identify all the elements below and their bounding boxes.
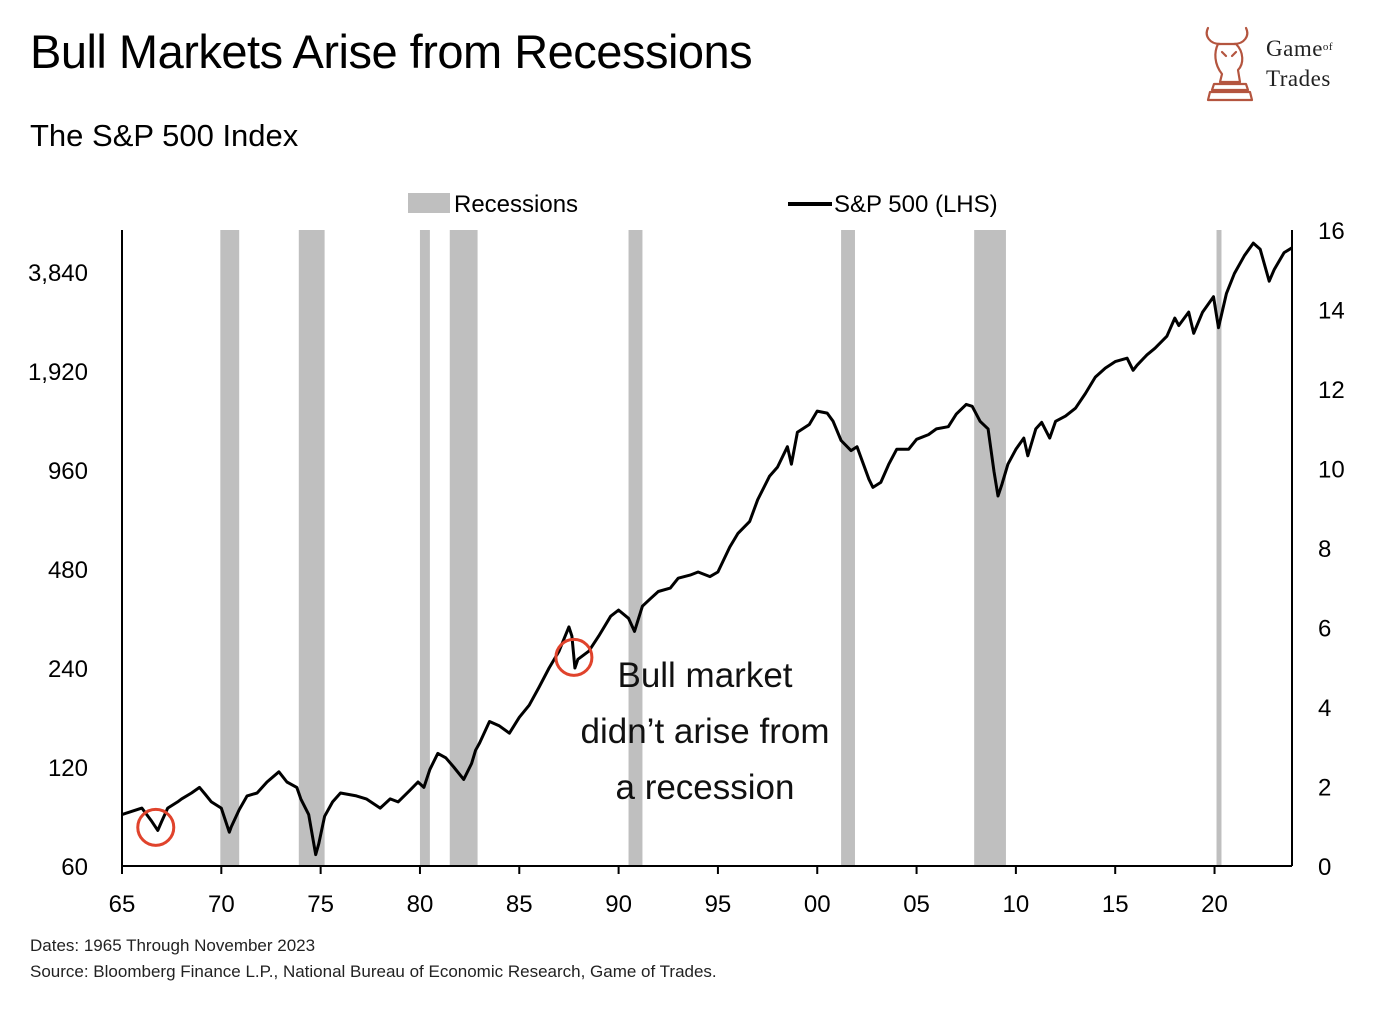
right-tick-label: 14: [1318, 298, 1345, 325]
x-tick-label: 05: [903, 891, 930, 918]
right-tick-label: 0: [1318, 854, 1331, 881]
recession-band: [419, 230, 430, 866]
right-tick-label: 10: [1318, 457, 1345, 484]
x-tick-label: 00: [804, 891, 831, 918]
series-line-sp500: [121, 241, 1293, 857]
right-tick-label: 2: [1318, 775, 1331, 802]
recession-band: [974, 230, 1006, 866]
annotation-line-1: Bull market: [617, 656, 793, 695]
bull-chess-knight-icon: [1205, 26, 1254, 102]
chart-subtitle: The S&P 500 Index: [30, 118, 299, 153]
left-tick-label: 120: [48, 755, 88, 782]
x-tick-label: 90: [605, 891, 632, 918]
x-tick-label: 70: [208, 891, 235, 918]
x-tick-label: 85: [506, 891, 533, 918]
highlight-circles: [136, 637, 594, 847]
x-tick-label: 65: [109, 891, 136, 918]
right-tick-label: 6: [1318, 616, 1331, 643]
recession-band: [1216, 230, 1222, 866]
left-tick-label: 240: [48, 656, 88, 683]
recession-band: [298, 230, 325, 866]
chart-axes: [121, 230, 1293, 867]
x-tick-label: 75: [307, 891, 334, 918]
annotation-line-2: didn’t arise from: [580, 712, 830, 751]
logo-text-line2: Trades: [1266, 66, 1331, 91]
footer-source: Source: Bloomberg Finance L.P., National…: [30, 962, 717, 981]
highlight-circle: [136, 807, 176, 847]
left-tick-label: 3,840: [28, 260, 88, 287]
recession-band: [449, 230, 478, 866]
legend-swatch-recessions: [408, 193, 450, 213]
recession-band: [628, 230, 643, 866]
left-tick-label: 960: [48, 458, 88, 485]
left-tick-label: 1,920: [28, 359, 88, 386]
x-tick-label: 80: [407, 891, 434, 918]
x-tick-label: 10: [1003, 891, 1030, 918]
annotation-text: Bull market didn’t arise from a recessio…: [540, 648, 870, 816]
chart-legend: Recessions S&P 500 (LHS): [408, 191, 998, 218]
highlight-circle: [554, 637, 594, 677]
left-tick-label: 60: [61, 854, 88, 881]
chart-title: Bull Markets Arise from Recessions: [30, 25, 753, 78]
right-tick-label: 12: [1318, 377, 1345, 404]
recession-bands: [220, 230, 1222, 866]
x-tick-label: 95: [705, 891, 732, 918]
game-of-trades-logo: Gameof Trades: [1200, 22, 1370, 108]
right-tick-label: 16: [1318, 218, 1345, 245]
left-tick-label: 480: [48, 557, 88, 584]
right-tick-label: 4: [1318, 695, 1331, 722]
x-tick-label: 20: [1201, 891, 1228, 918]
annotation-line-3: a recession: [615, 768, 795, 807]
recession-band: [841, 230, 855, 866]
chart-ticks: 65 70 75 80 85 90 95 00 05 10 15 20601202404809601,…: [28, 218, 1345, 918]
x-tick-label: 15: [1102, 891, 1129, 918]
legend-label-recessions: Recessions: [454, 191, 578, 218]
logo-text-line1: Gameof: [1266, 36, 1334, 61]
right-tick-label: 8: [1318, 536, 1331, 563]
recession-band: [220, 230, 240, 866]
footer-dates: Dates: 1965 Through November 2023: [30, 936, 316, 955]
legend-label-sp500: S&P 500 (LHS): [834, 191, 998, 218]
